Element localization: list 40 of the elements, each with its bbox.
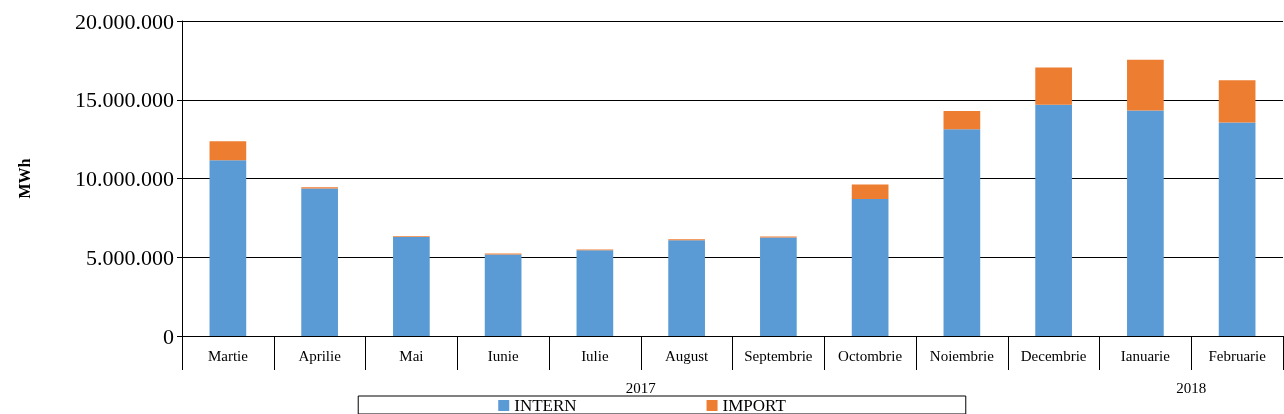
bar bbox=[484, 254, 522, 336]
x-tick-label: Septembrie bbox=[744, 347, 813, 364]
x-tick-label: Noiembrie bbox=[929, 347, 995, 364]
x-tick-label: August bbox=[664, 347, 710, 364]
x-tick-label: Martie bbox=[207, 347, 249, 364]
bar bbox=[943, 129, 981, 336]
x-tick-label: Decembrie bbox=[1020, 347, 1087, 364]
legend-label: INTERN bbox=[514, 396, 577, 414]
y-tick-label: 0 bbox=[163, 323, 174, 349]
x-tick-label: Octombrie bbox=[838, 347, 903, 364]
bar bbox=[301, 188, 338, 336]
bar bbox=[1035, 67, 1072, 105]
bar bbox=[209, 160, 247, 336]
x-tick-label: Iulie bbox=[581, 347, 609, 364]
bar bbox=[393, 237, 430, 336]
y-axis-title: MWh bbox=[15, 158, 33, 199]
bar bbox=[760, 237, 797, 336]
legend-label: IMPORT bbox=[722, 396, 787, 414]
y-tick-label: 20.000.000 bbox=[75, 8, 174, 34]
bar bbox=[1218, 80, 1256, 123]
bar bbox=[209, 141, 247, 161]
bar bbox=[943, 110, 981, 130]
bar bbox=[1127, 59, 1164, 111]
text: 2017 bbox=[625, 379, 657, 396]
bar bbox=[576, 250, 614, 336]
bar bbox=[1127, 110, 1164, 336]
bar bbox=[851, 198, 889, 336]
bar bbox=[668, 240, 705, 336]
y-tick-label: 5.000.000 bbox=[86, 244, 174, 270]
y-tick-label: 15.000.000 bbox=[75, 87, 174, 113]
bar bbox=[1218, 122, 1256, 336]
text: 2018 bbox=[1176, 379, 1207, 396]
x-tick-label: Ianuarie bbox=[1120, 347, 1171, 364]
x-tick-label: Iunie bbox=[487, 347, 519, 364]
bar bbox=[1035, 104, 1072, 336]
bar bbox=[851, 184, 889, 199]
x-tick-label: Mai bbox=[399, 347, 424, 364]
y-tick-label: 10.000.000 bbox=[75, 166, 174, 191]
x-tick-label: Aprilie bbox=[298, 347, 342, 364]
x-tick-label: Februarie bbox=[1208, 347, 1267, 364]
